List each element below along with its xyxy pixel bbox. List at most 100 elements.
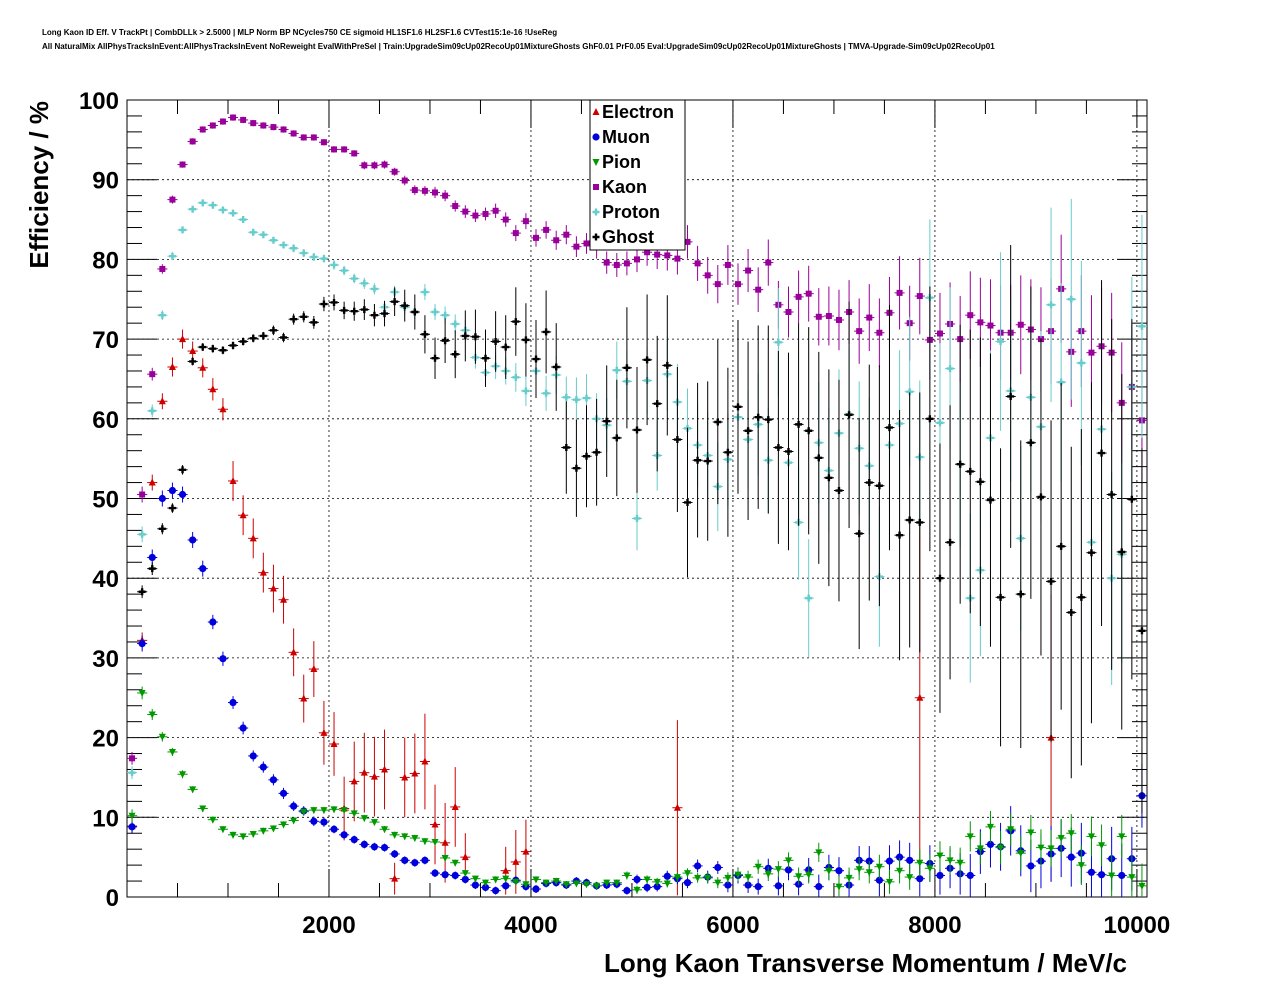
series-kaon-point	[674, 255, 681, 262]
y-axis-title: Efficiency / %	[24, 101, 54, 269]
series-kaon-point	[462, 208, 469, 215]
series-ghost-point	[1108, 491, 1116, 499]
series-ghost-point	[835, 487, 843, 495]
series-pion-point	[593, 882, 601, 890]
series-pion-point	[381, 826, 389, 834]
series-ghost-point	[471, 333, 479, 341]
series-kaon-point	[623, 260, 630, 267]
series-electron-point	[391, 874, 399, 882]
series-kaon-point	[734, 281, 741, 288]
series-muon-point	[1067, 853, 1075, 861]
series-ghost-point	[976, 478, 984, 486]
series-ghost-point	[583, 452, 591, 460]
series-proton-point	[209, 201, 217, 209]
series-proton-point	[633, 514, 641, 522]
series-proton-point	[138, 530, 146, 538]
series-ghost-point	[512, 318, 520, 326]
series-kaon-point	[401, 177, 408, 184]
series-pion-point	[280, 821, 288, 829]
series-electron-point	[310, 665, 318, 673]
series-kaon-point	[290, 130, 297, 137]
series-kaon-point	[1017, 321, 1024, 328]
series-muon-point	[138, 639, 146, 648]
series-kaon-point	[472, 212, 479, 219]
series-pion-point	[1108, 872, 1116, 880]
series-kaon-point	[856, 328, 863, 335]
header-line-2: All NaturalMix AllPhysTracksInEvent:AllP…	[42, 42, 995, 51]
series-electron-point	[168, 362, 176, 370]
series-ghost-point	[815, 454, 823, 462]
series-electron-point	[502, 866, 510, 874]
series-pion-point	[451, 859, 459, 867]
series-muon-point	[885, 857, 894, 865]
series-ghost-point	[209, 345, 217, 353]
series-muon-point	[502, 882, 510, 890]
series-ghost-point	[148, 565, 156, 573]
series-muon-point	[532, 885, 540, 893]
series-ghost-point	[572, 464, 580, 472]
series-electron-point	[360, 768, 368, 776]
series-kaon-point	[936, 330, 943, 337]
series-pion-point	[168, 748, 176, 756]
series-kaon-point	[391, 168, 398, 175]
series-pion-point	[704, 874, 712, 882]
series-muon-point	[421, 856, 429, 864]
series-ghost-point	[764, 416, 772, 424]
series-muon-point	[310, 817, 318, 825]
series-pion-point	[583, 881, 591, 889]
y-tick-label: 90	[92, 168, 119, 195]
series-muon-point	[360, 840, 368, 848]
series-muon-point	[451, 871, 459, 880]
series-kaon-point	[482, 210, 489, 217]
series-muon-point	[249, 752, 257, 760]
series-kaon-point	[199, 126, 206, 133]
series-kaon-point	[320, 139, 327, 146]
series-ghost-point	[956, 460, 964, 468]
series-kaon-point	[169, 196, 176, 203]
series-proton-point	[179, 226, 187, 234]
series-electron-point	[219, 405, 227, 413]
series-muon-point	[279, 789, 288, 797]
series-pion-point	[936, 852, 944, 860]
series-muon-point	[128, 823, 136, 831]
series-ghost-point	[704, 457, 712, 465]
series-pion-point	[653, 878, 661, 886]
series-proton-point	[1057, 378, 1065, 386]
series-ghost-point	[158, 525, 166, 533]
series-kaon-point	[896, 289, 903, 296]
series-muon-point	[754, 883, 762, 891]
series-muon-point	[895, 853, 904, 861]
legend-box	[589, 99, 686, 251]
series-muon-point	[229, 698, 237, 707]
series-pion-point	[1057, 835, 1065, 843]
series-ghost-point	[522, 336, 530, 344]
series-proton-point	[421, 288, 429, 296]
series-kaon-point	[250, 120, 257, 127]
series-kaon-point	[785, 309, 792, 316]
series-proton-point	[330, 261, 338, 269]
series-ghost-point	[875, 482, 883, 490]
series-kaon-point	[502, 216, 509, 223]
series-kaon-point	[452, 203, 459, 210]
series-electron-point	[522, 847, 530, 855]
series-ghost-point	[189, 357, 197, 365]
series-muon-point	[986, 840, 995, 848]
series-kaon-point	[381, 161, 388, 168]
series-muon-point	[370, 843, 379, 851]
series-ghost-point	[663, 361, 671, 369]
series-ghost-point	[966, 467, 974, 475]
series-kaon-point	[341, 146, 348, 153]
series-ghost-point	[694, 456, 702, 464]
series-electron-point	[401, 773, 409, 781]
series-kaon-point	[270, 124, 277, 131]
series-pion-point	[805, 871, 813, 879]
series-pion-point	[815, 849, 823, 857]
series-pion-point	[603, 879, 611, 887]
series-kaon-point	[310, 134, 317, 141]
series-ghost-point	[916, 518, 924, 526]
series-ghost-point	[249, 334, 257, 342]
series-proton-point	[583, 394, 591, 402]
series-ghost-point	[906, 516, 914, 524]
series-pion-point	[784, 857, 792, 865]
series-pion-point	[512, 878, 520, 886]
